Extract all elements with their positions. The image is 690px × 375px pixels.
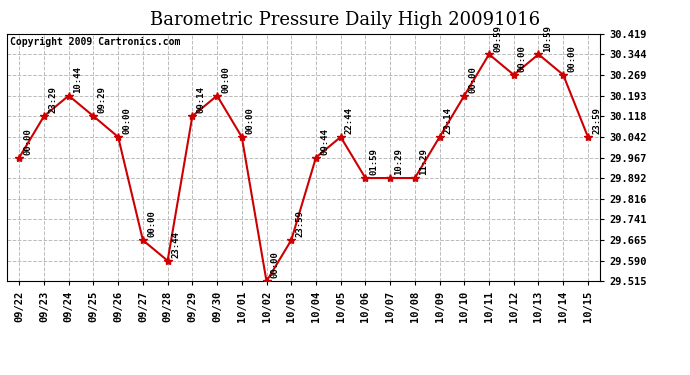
- Text: 09:59: 09:59: [493, 25, 502, 51]
- Text: 22:44: 22:44: [345, 107, 354, 134]
- Text: 00:00: 00:00: [221, 66, 230, 93]
- Text: 00:00: 00:00: [469, 66, 477, 93]
- Text: 00:00: 00:00: [567, 45, 576, 72]
- Text: Copyright 2009 Cartronics.com: Copyright 2009 Cartronics.com: [10, 38, 180, 48]
- Text: 00:00: 00:00: [122, 107, 131, 134]
- Text: Barometric Pressure Daily High 20091016: Barometric Pressure Daily High 20091016: [150, 11, 540, 29]
- Text: 09:44: 09:44: [320, 128, 329, 155]
- Text: 23:59: 23:59: [592, 107, 601, 134]
- Text: 00:00: 00:00: [246, 107, 255, 134]
- Text: 09:29: 09:29: [97, 87, 106, 113]
- Text: 00:00: 00:00: [147, 210, 156, 237]
- Text: 00:00: 00:00: [23, 128, 32, 155]
- Text: 23:29: 23:29: [48, 87, 57, 113]
- Text: 00:00: 00:00: [518, 45, 527, 72]
- Text: 11:29: 11:29: [419, 148, 428, 175]
- Text: 23:44: 23:44: [172, 231, 181, 258]
- Text: 09:14: 09:14: [197, 87, 206, 113]
- Text: 10:44: 10:44: [73, 66, 82, 93]
- Text: 10:29: 10:29: [394, 148, 403, 175]
- Text: 23:59: 23:59: [295, 210, 304, 237]
- Text: 23:14: 23:14: [444, 107, 453, 134]
- Text: 01:59: 01:59: [370, 148, 379, 175]
- Text: 10:59: 10:59: [542, 25, 551, 51]
- Text: 00:00: 00:00: [270, 252, 279, 279]
